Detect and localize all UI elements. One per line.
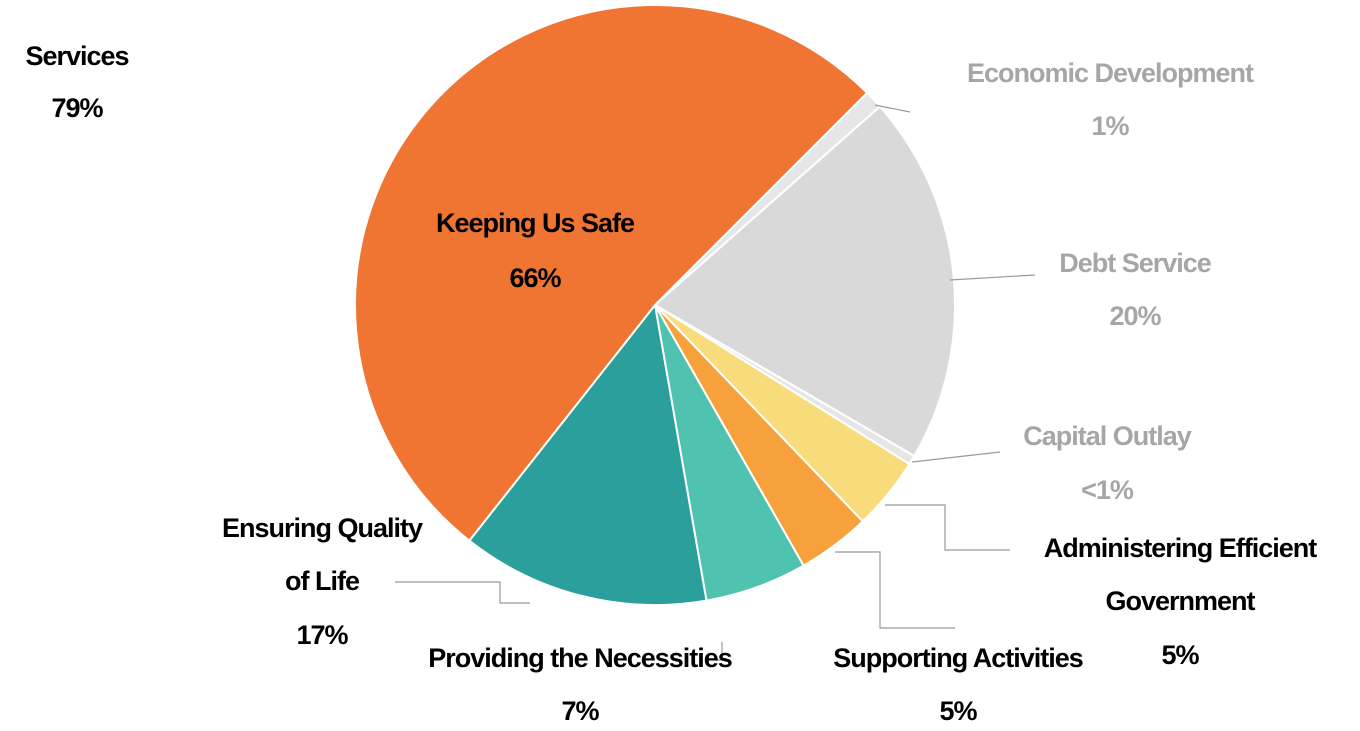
slice-value: <1%	[1081, 475, 1134, 505]
leader-line	[885, 504, 1010, 551]
slice-label: Ensuring Quality of Life	[222, 513, 423, 596]
leader-line	[835, 551, 955, 629]
slice-label: Supporting Activities	[833, 643, 1083, 673]
slice-value: 66%	[509, 263, 561, 293]
slices	[354, 4, 956, 606]
slice-value: 17%	[296, 620, 348, 650]
slice-label: Debt Service	[1059, 248, 1212, 278]
leader-line	[949, 274, 1036, 281]
slice-value: 1%	[1091, 111, 1129, 141]
group-label: Services	[25, 41, 128, 71]
pie-slice	[467, 302, 708, 606]
slice-label: Keeping Us Safe	[436, 208, 635, 238]
leader-line	[395, 581, 530, 604]
slice-value: 20%	[1109, 301, 1161, 331]
slice-value: 5%	[1161, 640, 1199, 670]
slice-value: 5%	[939, 696, 977, 726]
leader-line	[715, 642, 723, 661]
slice-value: 7%	[561, 696, 599, 726]
slice-label: Providing the Necessities	[428, 643, 732, 673]
group-value: 79%	[51, 93, 103, 123]
leader-line	[911, 451, 1001, 463]
slice-label: Economic Development	[967, 58, 1254, 88]
slice-label: Capital Outlay	[1023, 421, 1192, 451]
leader-line	[874, 104, 911, 113]
pie-slice	[354, 4, 869, 543]
pie-slice	[653, 105, 956, 458]
slice-label: Administering Efficient Government	[1044, 533, 1318, 616]
